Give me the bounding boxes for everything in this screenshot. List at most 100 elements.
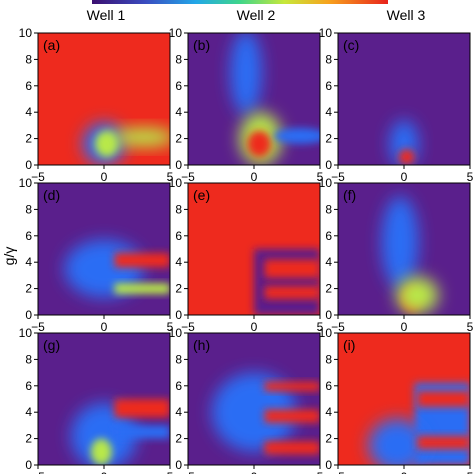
panel-c-label: (c) (343, 37, 359, 53)
panel-f-ytick-label: 4 (325, 255, 332, 269)
panel-b-xtick-label: −5 (181, 170, 195, 184)
panel-h-ytick-label: 8 (175, 352, 182, 366)
panel-h-feature-2 (264, 409, 320, 423)
panel-i-xtick-label: 0 (401, 470, 408, 474)
panel-d-label: (d) (43, 187, 60, 203)
panel-f-feature-2 (396, 276, 439, 314)
panel-i-feature-3 (417, 435, 470, 450)
panel-h-xtick-label: −5 (181, 470, 195, 474)
panel-b-feature-3 (273, 128, 320, 144)
panel-d-ytick-label: 2 (25, 282, 32, 296)
panel-b-xtick-label: 5 (317, 170, 324, 184)
column-title-well-1: Well 1 (87, 7, 126, 23)
panel-b-ytick-label: 6 (175, 79, 182, 93)
panel-a-ytick-label: 0 (25, 158, 32, 172)
panel-b-xtick-label: 0 (251, 170, 258, 184)
panel-i-ytick-label: 4 (325, 405, 332, 419)
panel-d-xtick-label: 0 (101, 320, 108, 334)
panel-g-ytick-label: 0 (25, 458, 32, 472)
panel-h-feature-1 (264, 381, 320, 392)
panel-g-ytick-label: 4 (25, 405, 32, 419)
panel-i-xtick-label: −5 (331, 470, 345, 474)
panel-c-xtick-label: 0 (401, 170, 408, 184)
panel-f-ytick-label: 2 (325, 282, 332, 296)
column-title-well-3: Well 3 (387, 7, 426, 23)
panel-e-xtick-label: 0 (251, 320, 258, 334)
panel-d-ytick-label: 4 (25, 255, 32, 269)
panel-a-ytick-label: 2 (25, 132, 32, 146)
panel-b-ytick-label: 0 (175, 158, 182, 172)
panel-g-label: (g) (43, 337, 60, 353)
panel-a-ytick-label: 4 (25, 105, 32, 119)
panel-f-ytick-label: 10 (319, 176, 333, 190)
panel-g-heatmap (38, 333, 170, 465)
panel-h-xtick-label: 5 (317, 470, 324, 474)
panel-c-ytick-label: 10 (319, 26, 333, 40)
panel-e-heatmap (188, 183, 320, 315)
panel-e-ytick-label: 8 (175, 202, 182, 216)
panel-h-ytick-label: 4 (175, 405, 182, 419)
panel-c-xtick-label: −5 (331, 170, 345, 184)
panel-i-heatmap (338, 333, 470, 465)
panel-g-ytick-label: 2 (25, 432, 32, 446)
panel-f-xtick-label: −5 (331, 320, 345, 334)
panel-f-xtick-label: 0 (401, 320, 408, 334)
panel-a-ytick-label: 10 (19, 26, 33, 40)
panel-e-ytick-label: 0 (175, 308, 182, 322)
panel-b-ytick-label: 2 (175, 132, 182, 146)
panel-f-ytick-label: 8 (325, 202, 332, 216)
panel-d-feature-1 (114, 252, 170, 268)
panel-h-feature-0 (211, 372, 297, 452)
panel-g-ytick-label: 10 (19, 326, 33, 340)
panel-a-xtick-label: 0 (101, 170, 108, 184)
panel-e-feature-1 (264, 259, 320, 279)
panel-h-ytick-label: 6 (175, 379, 182, 393)
y-axis-label: g/γ (1, 247, 17, 266)
panel-a-heatmap (38, 33, 170, 165)
panel-d-ytick-label: 10 (19, 176, 33, 190)
panel-h-feature-3 (264, 441, 320, 455)
panel-e-xtick-label: −5 (181, 320, 195, 334)
panel-h-xtick-label: 0 (251, 470, 258, 474)
panel-g-feature-0 (71, 402, 137, 465)
panel-i-feature-2 (417, 391, 470, 407)
panel-f-feature-0 (381, 196, 419, 289)
panel-a-feature-2 (111, 128, 170, 147)
panel-d-ytick-label: 6 (25, 229, 32, 243)
panel-c-ytick-label: 0 (325, 158, 332, 172)
panel-d-feature-2 (114, 283, 170, 294)
panel-g-xtick-label: 0 (101, 470, 108, 474)
panel-h-ytick-label: 2 (175, 432, 182, 446)
panel-b-ytick-label: 8 (175, 52, 182, 66)
panel-e-xtick-label: 5 (317, 320, 324, 334)
panel-g-feature-1 (114, 399, 170, 418)
panel-d-ytick-label: 8 (25, 202, 32, 216)
panel-a-xtick-label: 5 (167, 170, 174, 184)
panel-b-feature-0 (230, 33, 262, 115)
panel-b-ytick-label: 10 (169, 26, 183, 40)
panel-e-ytick-label: 10 (169, 176, 183, 190)
panel-g-xtick-label: −5 (31, 470, 45, 474)
panel-c-xtick-label: 5 (467, 170, 474, 184)
panel-e-ytick-label: 6 (175, 229, 182, 243)
panel-a-xtick-label: −5 (31, 170, 45, 184)
panel-c-feature-1 (398, 149, 415, 165)
panel-f-label: (f) (343, 187, 356, 203)
panel-c-heatmap (338, 33, 470, 165)
panel-e-feature-0 (254, 249, 320, 315)
panel-f-xtick-label: 5 (467, 320, 474, 334)
panel-b-label: (b) (193, 37, 210, 53)
panel-e-feature-2 (264, 285, 320, 300)
panel-e-ytick-label: 2 (175, 282, 182, 296)
panel-d-heatmap (38, 183, 170, 315)
panel-i-ytick-label: 8 (325, 352, 332, 366)
panel-d-ytick-label: 0 (25, 308, 32, 322)
